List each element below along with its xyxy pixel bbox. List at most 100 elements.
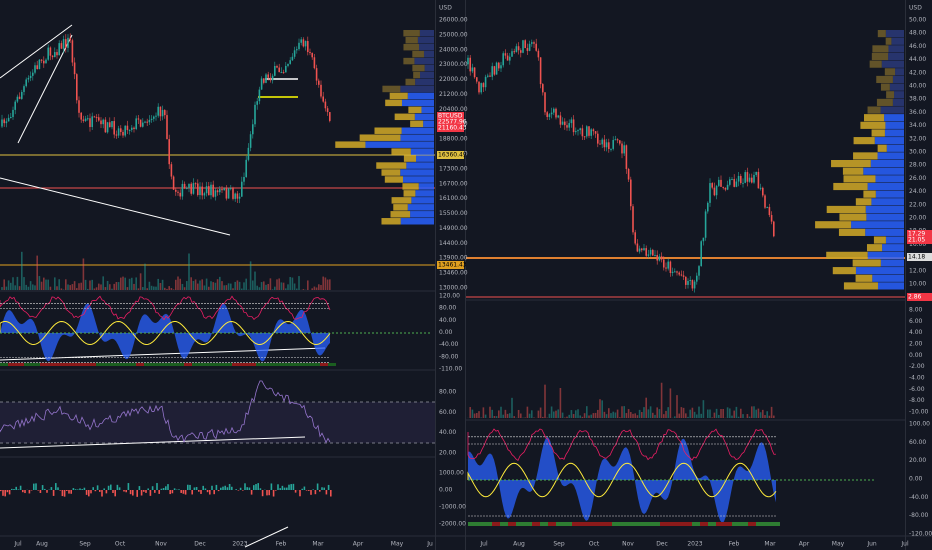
candle-body [524,40,526,49]
candle-body [469,57,471,72]
volume-bar [115,281,118,290]
profile-blue [419,30,434,37]
signal-bar [288,363,296,366]
candle-body [117,128,120,136]
candle-body [733,179,735,187]
macd-bar [8,490,11,495]
candle-body [588,126,590,136]
macd-bar [33,483,35,490]
volume-bar [506,413,509,418]
candle-body [487,75,489,77]
volume-bar [748,416,751,418]
profile-blue [889,83,904,91]
axis-label: -6.00 [909,386,925,393]
candle-body [249,134,252,148]
volume-bar [568,414,570,418]
candle-body [713,187,716,196]
signal-bar [668,522,676,526]
macd-bar [154,490,156,493]
macd-bar [169,490,171,495]
axis-label: 42.00 [909,69,926,76]
volume-bar [91,279,93,290]
candle-body [766,207,768,209]
candle-body [111,121,113,128]
volume-bar [181,283,184,290]
candle-body [170,164,173,177]
volume-bar [733,410,735,418]
profile-blue [885,30,904,38]
profile-blue [877,282,904,290]
profile-gold [886,91,895,99]
profile-gold [381,218,401,225]
profile-gold [405,36,418,44]
volume-bar [16,276,19,290]
axis-label: -1000.00 [439,504,466,511]
profile-gold [408,106,422,114]
axis-label: 44.00 [909,56,926,63]
profile-blue [894,91,904,99]
macd-bar [68,490,70,494]
candle-body [133,127,135,130]
volume-bar [696,414,698,418]
price-tag-bg [437,124,464,132]
candle-body [27,77,30,80]
profile-blue [881,60,904,68]
candle-body [142,122,144,127]
time-label: Oct [589,541,600,548]
signal-bar [304,363,312,366]
volume-bar [612,411,614,418]
price-tag: 14.18 [908,254,925,261]
macd-bar [272,490,275,497]
trend-line [0,24,73,79]
candle-body [208,186,210,196]
axis-label: 25000.00 [439,31,468,38]
macd-bar [314,490,317,495]
candle-body [128,129,131,131]
volume-bar [291,277,294,290]
candle-body [553,108,555,113]
candle-body [287,63,289,66]
signal-bar [716,522,724,526]
profile-blue [888,45,904,53]
candle-body [667,261,669,269]
profile-blue [885,121,904,129]
time-label: Apr [799,541,810,548]
profile-blue [851,221,904,229]
macd-bar [116,484,119,490]
volume-bar [271,289,274,290]
candle-body [715,185,718,196]
candle-body [687,280,689,285]
volume-bar [770,406,773,418]
axis-label: 22000.00 [439,76,468,83]
volume-bar [137,288,140,290]
candle-body [267,74,269,78]
candle-body [144,121,146,123]
profile-gold [884,68,896,76]
candle-body [735,181,738,187]
volume-bar [43,277,45,290]
macd-bar [283,487,286,490]
macd-bar [11,488,13,490]
axis-label: 16700.00 [439,180,468,187]
volume-bar [73,281,76,290]
macd-bar [149,490,152,496]
profile-gold [391,148,411,155]
time-label: Jul [900,541,909,548]
macd-bar [136,490,138,497]
profile-gold [413,71,421,79]
time-label: Jul [479,541,488,548]
candle-body [709,183,711,203]
candle-body [201,186,203,196]
signal-bar [524,522,532,526]
profile-gold [376,162,407,169]
candle-body [190,183,192,194]
macd-bar [178,489,180,490]
macd-bar [277,484,279,490]
axis-label: -40.00 [439,341,459,348]
candle-body [102,119,104,125]
volume-bar [210,281,212,290]
candle-body [691,280,694,289]
candle-body [115,134,118,136]
volume-bar [680,407,683,418]
volume-bar [104,287,107,290]
